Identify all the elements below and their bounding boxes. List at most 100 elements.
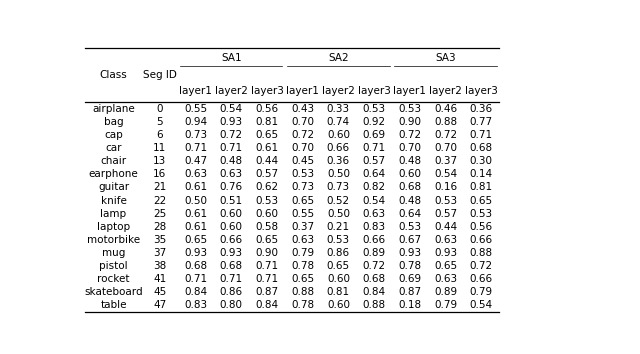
Text: 25: 25 xyxy=(153,209,166,219)
Text: 0.93: 0.93 xyxy=(398,248,421,258)
Text: 0.74: 0.74 xyxy=(327,117,350,127)
Text: Class: Class xyxy=(100,70,127,80)
Text: 0.71: 0.71 xyxy=(470,130,493,140)
Text: 0.83: 0.83 xyxy=(363,222,386,232)
Text: 0.60: 0.60 xyxy=(398,170,421,179)
Text: 0.89: 0.89 xyxy=(434,287,457,297)
Text: 0.51: 0.51 xyxy=(220,195,243,206)
Text: pistol: pistol xyxy=(99,261,128,271)
Text: 0.53: 0.53 xyxy=(470,209,493,219)
Text: 0.53: 0.53 xyxy=(363,104,386,114)
Text: 0.79: 0.79 xyxy=(291,248,314,258)
Text: 0.48: 0.48 xyxy=(398,156,421,166)
Text: 0.73: 0.73 xyxy=(291,183,314,193)
Text: 0.84: 0.84 xyxy=(255,300,278,310)
Text: 0.53: 0.53 xyxy=(255,195,278,206)
Text: 0.79: 0.79 xyxy=(470,287,493,297)
Text: 0.90: 0.90 xyxy=(255,248,278,258)
Text: 0.54: 0.54 xyxy=(434,170,457,179)
Text: 0.65: 0.65 xyxy=(291,195,314,206)
Text: 0.84: 0.84 xyxy=(363,287,386,297)
Text: bag: bag xyxy=(104,117,124,127)
Text: 6: 6 xyxy=(157,130,163,140)
Text: 0.68: 0.68 xyxy=(220,261,243,271)
Text: layer2: layer2 xyxy=(322,86,355,96)
Text: guitar: guitar xyxy=(98,183,129,193)
Text: 0.55: 0.55 xyxy=(184,104,207,114)
Text: 0.77: 0.77 xyxy=(470,117,493,127)
Text: 0.78: 0.78 xyxy=(398,261,421,271)
Text: 0.73: 0.73 xyxy=(184,130,207,140)
Text: SA1: SA1 xyxy=(221,53,241,63)
Text: 0.72: 0.72 xyxy=(434,130,457,140)
Text: 0.70: 0.70 xyxy=(291,143,314,153)
Text: 0.93: 0.93 xyxy=(220,117,243,127)
Text: 0.54: 0.54 xyxy=(470,300,493,310)
Text: 0.37: 0.37 xyxy=(434,156,457,166)
Text: 0.65: 0.65 xyxy=(255,235,278,245)
Text: 0.61: 0.61 xyxy=(184,222,207,232)
Text: 22: 22 xyxy=(153,195,166,206)
Text: 0.63: 0.63 xyxy=(434,235,457,245)
Text: 0.86: 0.86 xyxy=(220,287,243,297)
Text: lamp: lamp xyxy=(100,209,127,219)
Text: 0.61: 0.61 xyxy=(184,183,207,193)
Text: 0.65: 0.65 xyxy=(434,261,457,271)
Text: 0.71: 0.71 xyxy=(255,261,278,271)
Text: 0.56: 0.56 xyxy=(255,104,278,114)
Text: 0.60: 0.60 xyxy=(220,209,243,219)
Text: 0.80: 0.80 xyxy=(220,300,243,310)
Text: 0.71: 0.71 xyxy=(220,274,243,284)
Text: 0.83: 0.83 xyxy=(184,300,207,310)
Text: 0.60: 0.60 xyxy=(255,209,278,219)
Text: 0.21: 0.21 xyxy=(327,222,350,232)
Text: chair: chair xyxy=(100,156,127,166)
Text: 0.66: 0.66 xyxy=(220,235,243,245)
Text: layer2: layer2 xyxy=(429,86,462,96)
Text: 0.84: 0.84 xyxy=(184,287,207,297)
Text: 0.65: 0.65 xyxy=(470,195,493,206)
Text: 0.53: 0.53 xyxy=(327,235,350,245)
Text: 0.76: 0.76 xyxy=(220,183,243,193)
Text: 0.54: 0.54 xyxy=(363,195,386,206)
Text: 0.60: 0.60 xyxy=(327,274,350,284)
Text: 0.71: 0.71 xyxy=(363,143,386,153)
Text: 0.61: 0.61 xyxy=(255,143,278,153)
Text: 0.46: 0.46 xyxy=(434,104,457,114)
Text: 0.33: 0.33 xyxy=(327,104,350,114)
Text: 0.70: 0.70 xyxy=(434,143,457,153)
Text: 0.53: 0.53 xyxy=(398,222,421,232)
Text: 0.86: 0.86 xyxy=(327,248,350,258)
Text: 28: 28 xyxy=(153,222,166,232)
Text: 0.63: 0.63 xyxy=(291,235,314,245)
Text: 0.88: 0.88 xyxy=(363,300,386,310)
Text: 0.58: 0.58 xyxy=(255,222,278,232)
Text: 5: 5 xyxy=(157,117,163,127)
Text: 0.37: 0.37 xyxy=(291,222,314,232)
Text: 0.72: 0.72 xyxy=(363,261,386,271)
Text: 0.60: 0.60 xyxy=(327,300,350,310)
Text: 16: 16 xyxy=(153,170,166,179)
Text: 0.72: 0.72 xyxy=(398,130,421,140)
Text: SA2: SA2 xyxy=(328,53,349,63)
Text: 21: 21 xyxy=(153,183,166,193)
Text: 0.68: 0.68 xyxy=(184,261,207,271)
Text: 0.48: 0.48 xyxy=(398,195,421,206)
Text: 0.57: 0.57 xyxy=(255,170,278,179)
Text: 0.88: 0.88 xyxy=(434,117,457,127)
Text: 0.57: 0.57 xyxy=(434,209,457,219)
Text: Seg ID: Seg ID xyxy=(143,70,177,80)
Text: 0.71: 0.71 xyxy=(184,143,207,153)
Text: 0.68: 0.68 xyxy=(470,143,493,153)
Text: 0.93: 0.93 xyxy=(184,248,207,258)
Text: 0.63: 0.63 xyxy=(220,170,243,179)
Text: 0.93: 0.93 xyxy=(220,248,243,258)
Text: 0.93: 0.93 xyxy=(434,248,457,258)
Text: 0.81: 0.81 xyxy=(470,183,493,193)
Text: 0.78: 0.78 xyxy=(291,261,314,271)
Text: rocket: rocket xyxy=(97,274,130,284)
Text: 0.69: 0.69 xyxy=(398,274,421,284)
Text: 0.61: 0.61 xyxy=(184,209,207,219)
Text: 0.64: 0.64 xyxy=(363,170,386,179)
Text: 0.50: 0.50 xyxy=(184,195,207,206)
